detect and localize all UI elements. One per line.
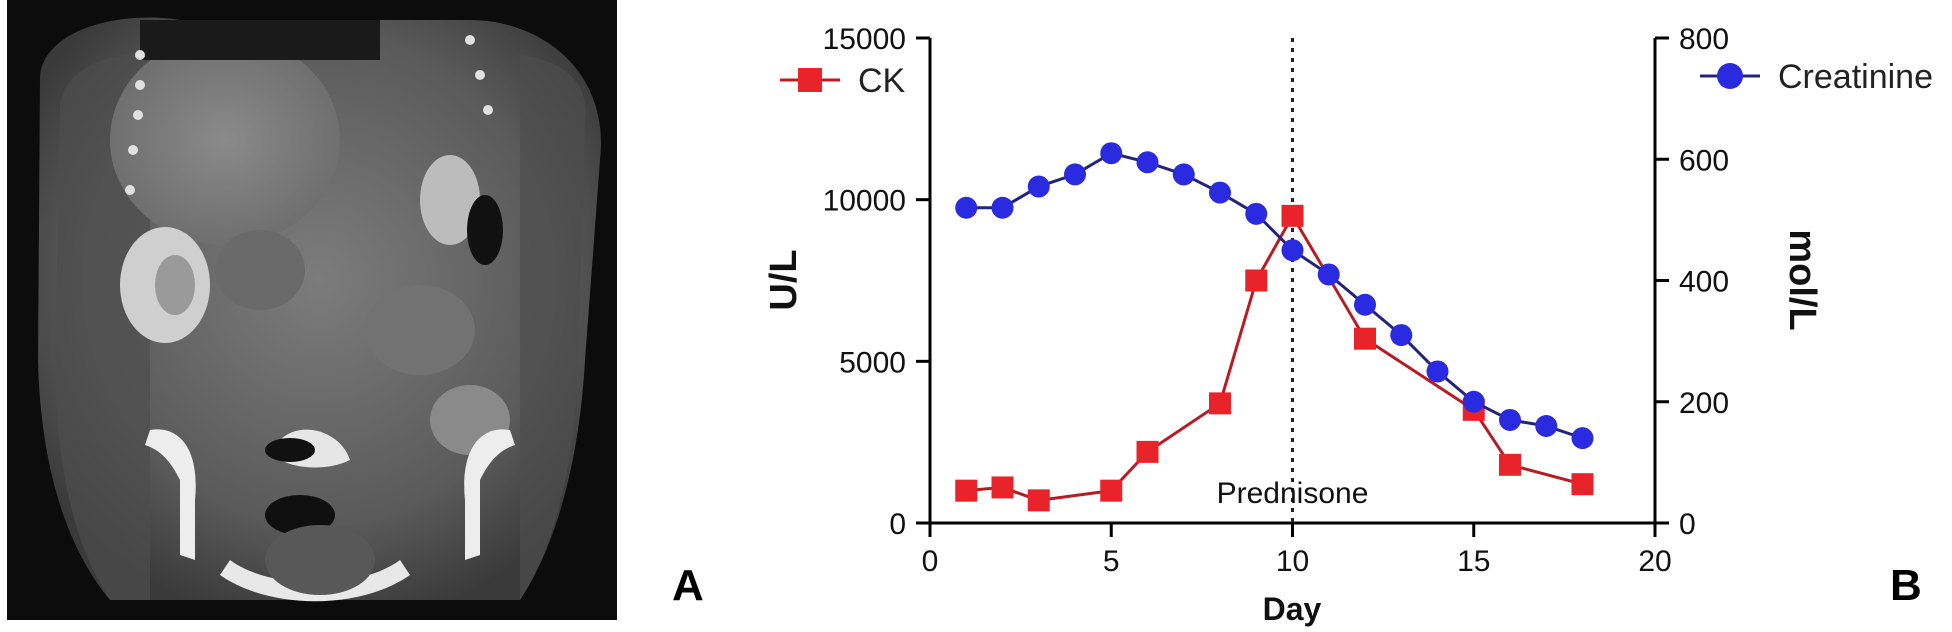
data-point-creatinine	[1317, 263, 1340, 286]
data-point-creatinine	[991, 196, 1014, 219]
data-point-creatinine	[1535, 415, 1558, 437]
chart-b: 0 5 10 15 20 0 5000 10000 15000 0 200 400 600 800 P…	[763, 23, 1933, 627]
data-point-ck	[1245, 269, 1268, 292]
data-point-creatinine	[1426, 360, 1449, 383]
legend-creatinine-label: Creatinine	[1778, 58, 1933, 96]
data-point-creatinine	[1354, 293, 1376, 316]
legend-ck-marker	[798, 68, 822, 92]
data-point-creatinine	[1499, 408, 1521, 431]
y-right-tick-label: 200	[1679, 387, 1729, 420]
panel-label-a: A	[672, 561, 704, 610]
data-point-ck	[1354, 327, 1376, 350]
x-tick-label: 0	[922, 545, 939, 578]
data-point-creatinine	[1064, 163, 1086, 186]
data-point-creatinine	[1100, 142, 1123, 165]
legend-ck-label: CK	[858, 62, 906, 100]
data-point-creatinine	[1462, 390, 1485, 413]
y-left-tick-label: 5000	[839, 346, 906, 379]
data-point-creatinine	[955, 196, 978, 219]
data-point-creatinine	[1571, 427, 1594, 450]
y-right-tick-label: 0	[1679, 508, 1696, 541]
data-point-creatinine	[1209, 181, 1231, 204]
x-tick-label: 10	[1276, 545, 1309, 578]
data-point-creatinine	[1245, 202, 1268, 225]
series-line-creatinine	[966, 151, 1583, 440]
y-right-axis-label: mol/L	[1781, 229, 1823, 330]
x-tick-label: 20	[1638, 545, 1671, 578]
data-point-creatinine	[1027, 175, 1050, 198]
prednisone-annotation: Prednisone	[1217, 477, 1369, 510]
legend-ck: CK	[780, 62, 906, 100]
y-right-tick-label: 600	[1679, 144, 1729, 177]
data-point-ck	[1499, 453, 1521, 476]
data-point-ck	[991, 476, 1014, 499]
data-point-creatinine	[1172, 163, 1195, 186]
x-ticks: 0 5 10 15 20	[922, 523, 1672, 578]
data-point-ck	[1571, 473, 1594, 496]
y-left-tick-label: 0	[889, 508, 906, 541]
data-point-ck	[1136, 440, 1159, 463]
data-point-ck	[1281, 204, 1304, 227]
data-point-creatinine	[1281, 239, 1304, 262]
data-point-ck	[1027, 489, 1050, 512]
y-left-tick-label: 10000	[823, 185, 906, 218]
x-tick-label: 5	[1103, 545, 1120, 578]
y-right-tick-label: 400	[1679, 266, 1729, 299]
legend-creatinine: Creatinine	[1700, 58, 1933, 96]
data-point-ck	[955, 479, 978, 502]
panel-label-b: B	[1890, 561, 1922, 610]
y-right-ticks: 0 200 400 600 800	[1655, 23, 1729, 541]
series-line-ck	[966, 212, 1583, 502]
x-axis-label: Day	[1263, 591, 1322, 627]
data-point-ck	[1100, 479, 1123, 502]
series-layer	[955, 142, 1594, 512]
legend-creatinine-marker	[1717, 63, 1743, 89]
data-point-creatinine	[1136, 151, 1159, 174]
x-tick-label: 15	[1457, 545, 1490, 578]
data-point-ck	[1209, 392, 1231, 415]
ct-scan-image	[7, 0, 617, 620]
y-left-axis-label: U/L	[763, 249, 805, 310]
data-point-creatinine	[1390, 324, 1413, 347]
y-left-tick-label: 15000	[823, 23, 906, 56]
y-left-ticks: 0 5000 10000 15000	[823, 23, 930, 541]
y-right-tick-label: 800	[1679, 23, 1729, 56]
